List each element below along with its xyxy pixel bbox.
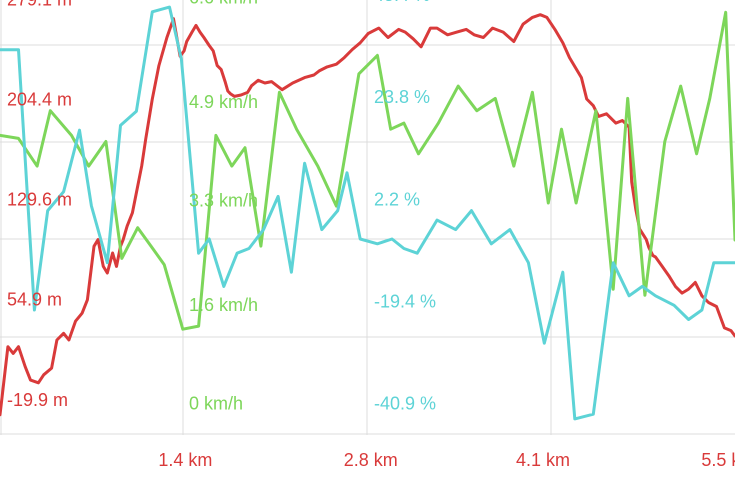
- speed-tick-label: 6.6 km/h: [189, 0, 258, 7]
- tick-labels: 279.1 m 204.4 m 129.6 m 54.9 m -19.9 m 6.6 km…: [7, 0, 735, 470]
- slope-series-line: [0, 5, 735, 421]
- elevation-tick-label: -19.9 m: [7, 390, 68, 410]
- elevation-tick-label: 129.6 m: [7, 190, 72, 210]
- slope-tick-label: -40.9 %: [374, 393, 436, 413]
- slope-tick-label: 2.2 %: [374, 189, 420, 209]
- x-tick-label: 2.8 km: [344, 450, 398, 470]
- speed-tick-label: 4.9 km/h: [189, 92, 258, 112]
- x-tick-label: 4.1 km: [516, 450, 570, 470]
- x-tick-label: 1.4 km: [158, 450, 212, 470]
- elevation-tick-label: 54.9 m: [7, 290, 62, 310]
- speed-tick-label: 0 km/h: [189, 393, 243, 413]
- slope-tick-label: -19.4 %: [374, 292, 436, 312]
- elevation-tick-label: 279.1 m: [7, 0, 72, 10]
- speed-series-line: [0, 10, 735, 331]
- slope-tick-label: 23.8 %: [374, 87, 430, 107]
- slope-tick-label: 45.4 %: [374, 0, 430, 5]
- x-tick-label: 5.5 km: [701, 450, 735, 470]
- speed-tick-label: 3.3 km/h: [189, 190, 258, 210]
- speed-tick-label: 1.6 km/h: [189, 295, 258, 315]
- series-layer: [0, 5, 735, 421]
- elevation-tick-label: 204.4 m: [7, 90, 72, 110]
